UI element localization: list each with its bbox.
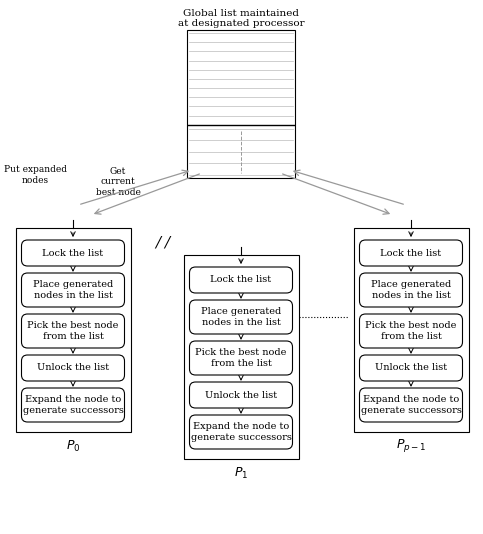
FancyBboxPatch shape bbox=[359, 240, 463, 266]
Bar bbox=[354, 228, 469, 432]
Text: $P_0$: $P_0$ bbox=[66, 438, 80, 453]
Text: Place generated
nodes in the list: Place generated nodes in the list bbox=[33, 280, 113, 300]
Text: Unlock the list: Unlock the list bbox=[205, 390, 277, 399]
Bar bbox=[187, 30, 295, 178]
FancyBboxPatch shape bbox=[22, 240, 125, 266]
Text: Lock the list: Lock the list bbox=[43, 248, 103, 257]
Text: Lock the list: Lock the list bbox=[211, 276, 271, 285]
Text: $P_{p-1}$: $P_{p-1}$ bbox=[396, 437, 426, 454]
Text: / /: / / bbox=[156, 235, 170, 249]
Text: Pick the best node
from the list: Pick the best node from the list bbox=[365, 321, 457, 341]
FancyBboxPatch shape bbox=[359, 314, 463, 348]
Text: Place generated
nodes in the list: Place generated nodes in the list bbox=[201, 307, 281, 327]
Text: Put expanded
nodes: Put expanded nodes bbox=[3, 166, 67, 185]
FancyBboxPatch shape bbox=[189, 300, 293, 334]
FancyBboxPatch shape bbox=[22, 273, 125, 307]
FancyBboxPatch shape bbox=[22, 314, 125, 348]
FancyBboxPatch shape bbox=[359, 388, 463, 422]
Text: Get
current
best node: Get current best node bbox=[96, 167, 141, 197]
Text: Unlock the list: Unlock the list bbox=[37, 364, 109, 373]
Bar bbox=[15, 228, 130, 432]
Text: Unlock the list: Unlock the list bbox=[375, 364, 447, 373]
Text: Global list maintained
at designated processor: Global list maintained at designated pro… bbox=[178, 9, 304, 28]
Text: Place generated
nodes in the list: Place generated nodes in the list bbox=[371, 280, 451, 300]
Text: Pick the best node
from the list: Pick the best node from the list bbox=[28, 321, 119, 341]
FancyBboxPatch shape bbox=[189, 267, 293, 293]
FancyBboxPatch shape bbox=[359, 355, 463, 381]
FancyBboxPatch shape bbox=[189, 382, 293, 408]
Bar bbox=[184, 255, 298, 459]
FancyBboxPatch shape bbox=[189, 415, 293, 449]
FancyBboxPatch shape bbox=[22, 388, 125, 422]
Text: Expand the node to
generate successors: Expand the node to generate successors bbox=[361, 395, 461, 415]
Text: Expand the node to
generate successors: Expand the node to generate successors bbox=[191, 422, 291, 442]
Text: Expand the node to
generate successors: Expand the node to generate successors bbox=[23, 395, 124, 415]
FancyBboxPatch shape bbox=[189, 341, 293, 375]
Text: $P_1$: $P_1$ bbox=[234, 466, 248, 481]
Text: Lock the list: Lock the list bbox=[381, 248, 441, 257]
FancyBboxPatch shape bbox=[22, 355, 125, 381]
Text: Pick the best node
from the list: Pick the best node from the list bbox=[195, 348, 287, 368]
FancyBboxPatch shape bbox=[359, 273, 463, 307]
